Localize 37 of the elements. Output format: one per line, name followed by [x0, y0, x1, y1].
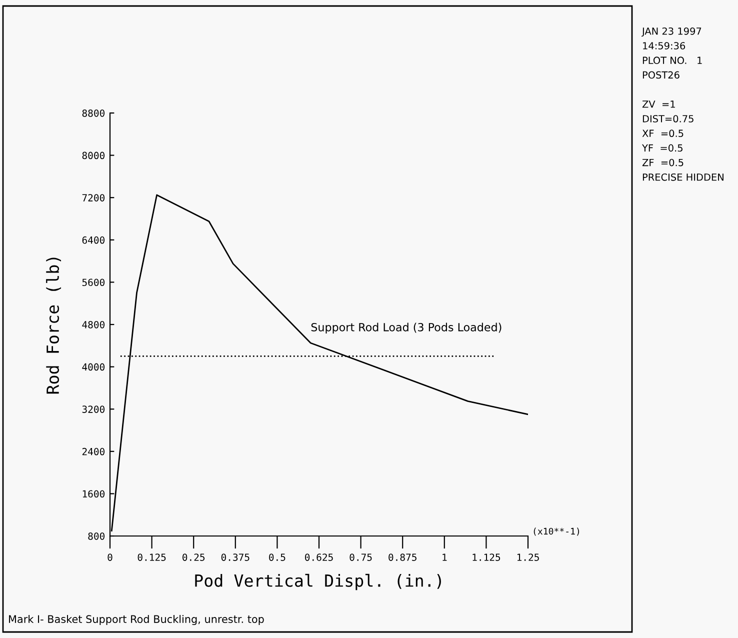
y-tick-label: 800 — [88, 532, 105, 540]
text: XF =0.5 — [642, 130, 684, 138]
y-tick-label: 5600 — [82, 278, 105, 286]
x-tick-label: 0.25 — [182, 554, 205, 561]
x-tick-label: 0.5 — [269, 554, 286, 561]
text: POST26 — [642, 71, 680, 79]
x-tick-label: 1.125 — [472, 554, 500, 561]
y-axis-title: Rod Force (lb) — [46, 258, 62, 394]
text: 14:59:36 — [643, 42, 686, 50]
x-tick-label: 0.375 — [221, 554, 250, 561]
text: PRECISE HIDDEN — [642, 173, 724, 181]
y-tick-label: 2400 — [82, 448, 105, 456]
x-axis-title: Pod Vertical Displ. (in.) — [195, 574, 441, 590]
x-tick-label: 0.125 — [138, 554, 166, 561]
x-tick-label: 0 — [108, 554, 112, 561]
y-tick-label: 8000 — [82, 152, 105, 160]
text: PLOT NO. 1 — [642, 56, 702, 64]
ref-line-label: Support Rod Load (3 Pods Loaded) — [311, 322, 502, 334]
y-tick-label: 8800 — [82, 110, 105, 117]
x-tick-label: 1.25 — [517, 554, 539, 561]
y-tick-label: 1600 — [82, 490, 105, 498]
text: (x10**-1) — [534, 528, 580, 536]
x-tick-label: 0.75 — [350, 554, 372, 561]
text: DIST=0.75 — [642, 115, 694, 122]
text: ZF =0.5 — [642, 158, 684, 166]
x-tick-label: 1 — [442, 554, 447, 561]
text: Mark I- Basket Support Rod Buckling, unrestr. top — [9, 614, 264, 626]
x-tick-label: 0.625 — [305, 554, 333, 561]
y-tick-label: 7200 — [82, 194, 105, 202]
y-tick-label: 4000 — [82, 363, 105, 371]
text: JAN 23 1997 — [641, 27, 702, 37]
y-tick-label: 3200 — [82, 406, 105, 413]
text: YF =0.5 — [642, 144, 682, 152]
text: ZV =1 — [642, 100, 675, 108]
y-tick-label: 6400 — [82, 236, 105, 244]
y-tick-label: 4800 — [82, 321, 105, 328]
x-tick-label: 0.875 — [388, 554, 416, 561]
